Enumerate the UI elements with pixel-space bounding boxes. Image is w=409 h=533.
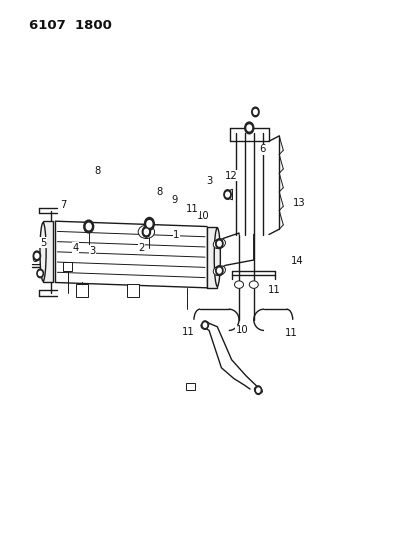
Circle shape (256, 388, 259, 392)
Circle shape (251, 107, 258, 117)
Text: 11: 11 (182, 327, 195, 336)
Bar (76, 284, 88, 297)
Circle shape (254, 386, 261, 394)
Circle shape (86, 223, 91, 230)
Circle shape (37, 269, 43, 278)
Ellipse shape (138, 225, 154, 239)
Text: 10: 10 (235, 326, 247, 335)
Text: 7: 7 (60, 200, 67, 210)
Ellipse shape (214, 228, 220, 286)
Bar (207, 227, 217, 288)
Bar (127, 284, 139, 297)
Ellipse shape (200, 321, 209, 329)
Text: 12: 12 (225, 171, 238, 181)
Text: 5: 5 (40, 238, 46, 247)
Bar (43, 221, 53, 282)
Circle shape (223, 190, 231, 199)
Circle shape (38, 271, 42, 276)
Text: 3: 3 (89, 246, 95, 255)
Circle shape (142, 227, 150, 237)
Circle shape (225, 192, 229, 197)
Ellipse shape (249, 281, 258, 288)
Bar (186, 383, 195, 390)
Circle shape (217, 241, 221, 246)
Circle shape (144, 217, 154, 230)
Text: 13: 13 (292, 198, 305, 207)
Text: 8: 8 (156, 187, 163, 197)
Circle shape (246, 125, 251, 131)
Text: 1: 1 (173, 230, 179, 239)
Circle shape (253, 110, 257, 115)
Text: 2: 2 (138, 243, 144, 253)
Circle shape (244, 122, 253, 134)
Text: 14: 14 (290, 256, 303, 266)
Bar (63, 262, 72, 271)
Ellipse shape (213, 239, 225, 248)
Ellipse shape (254, 387, 262, 393)
Circle shape (201, 321, 208, 329)
Text: 6: 6 (31, 254, 38, 263)
Text: 6107  1800: 6107 1800 (29, 19, 111, 31)
Text: 3: 3 (205, 176, 212, 186)
Circle shape (144, 229, 148, 235)
Ellipse shape (213, 266, 225, 276)
Circle shape (215, 266, 222, 276)
Circle shape (83, 220, 93, 233)
Text: 9: 9 (171, 195, 177, 205)
Circle shape (203, 323, 206, 327)
Text: 10: 10 (196, 211, 209, 221)
Ellipse shape (40, 223, 46, 281)
Circle shape (146, 221, 151, 227)
Circle shape (217, 268, 221, 273)
Circle shape (35, 253, 38, 258)
Circle shape (215, 239, 222, 248)
Ellipse shape (234, 281, 243, 288)
Text: 4: 4 (72, 243, 79, 253)
Text: 11: 11 (186, 204, 199, 214)
Text: 6: 6 (258, 144, 265, 154)
Circle shape (33, 251, 40, 261)
Polygon shape (225, 189, 232, 200)
Text: 8: 8 (94, 166, 101, 175)
Text: 11: 11 (284, 328, 297, 338)
Text: 11: 11 (267, 286, 281, 295)
